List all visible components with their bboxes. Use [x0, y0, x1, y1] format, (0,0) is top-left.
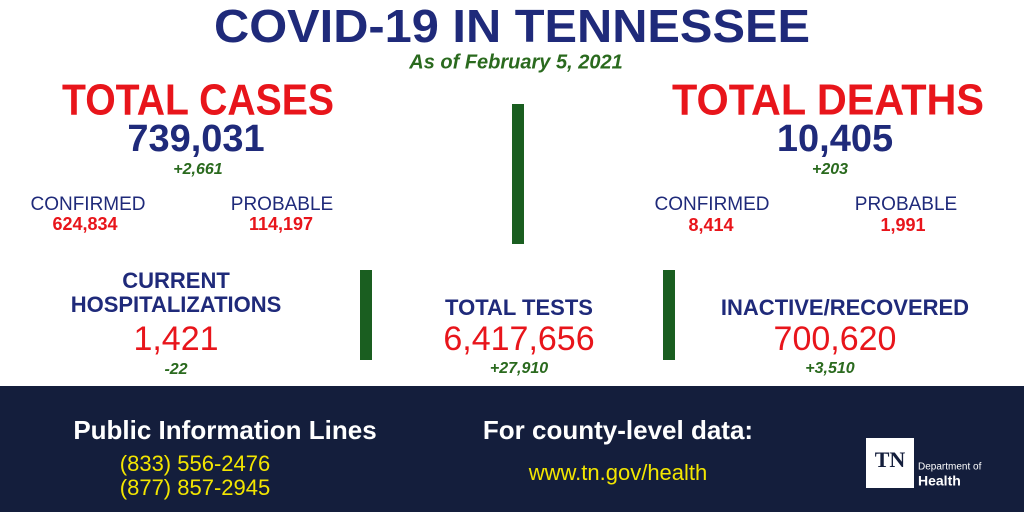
hosp-change: -22: [164, 361, 187, 378]
deaths-probable: 1,991: [880, 215, 925, 235]
cases-confirmed: 624,834: [52, 214, 117, 234]
logo-box: [866, 438, 914, 488]
cases-label: TOTAL CASES: [62, 76, 334, 125]
cases-change: +2,661: [173, 161, 222, 178]
recovered-change: +3,510: [805, 360, 854, 377]
deaths-change: +203: [812, 161, 848, 178]
logo-mark: TN: [875, 447, 906, 472]
footer-band: [0, 386, 1024, 512]
divider: [663, 270, 675, 360]
phones-title: Public Information Lines: [73, 415, 376, 445]
hosp-value: 1,421: [133, 320, 218, 358]
deaths-label: TOTAL DEATHS: [672, 76, 984, 125]
subtitle: As of February 5, 2021: [408, 51, 622, 73]
divider: [360, 270, 372, 360]
county-title: For county-level data:: [483, 415, 753, 445]
logo-text: Department of: [918, 462, 982, 473]
cases-confirmed-label: CONFIRMED: [30, 194, 145, 215]
title: COVID-19 IN TENNESSEE: [214, 0, 810, 52]
cases-probable-label: PROBABLE: [231, 194, 333, 215]
deaths-total: 10,405: [777, 118, 893, 160]
deaths-confirmed-label: CONFIRMED: [654, 194, 769, 215]
tests-label: TOTAL TESTS: [445, 295, 593, 320]
phone: (833) 556-2476: [120, 451, 270, 476]
phone: (877) 857-2945: [120, 475, 270, 500]
recovered-label: INACTIVE/RECOVERED: [721, 295, 969, 320]
deaths-confirmed: 8,414: [688, 215, 733, 235]
logo-text: Health: [918, 473, 961, 489]
cases-probable: 114,197: [249, 214, 313, 234]
tests-change: +27,910: [490, 360, 548, 377]
divider: [512, 104, 524, 244]
hosp-label: CURRENT: [122, 268, 230, 293]
hosp-label: HOSPITALIZATIONS: [71, 292, 282, 317]
deaths-probable-label: PROBABLE: [855, 194, 957, 215]
cases-total: 739,031: [127, 118, 264, 160]
url: www.tn.gov/health: [528, 460, 708, 485]
recovered-value: 700,620: [774, 320, 897, 358]
tests-value: 6,417,656: [443, 320, 594, 358]
